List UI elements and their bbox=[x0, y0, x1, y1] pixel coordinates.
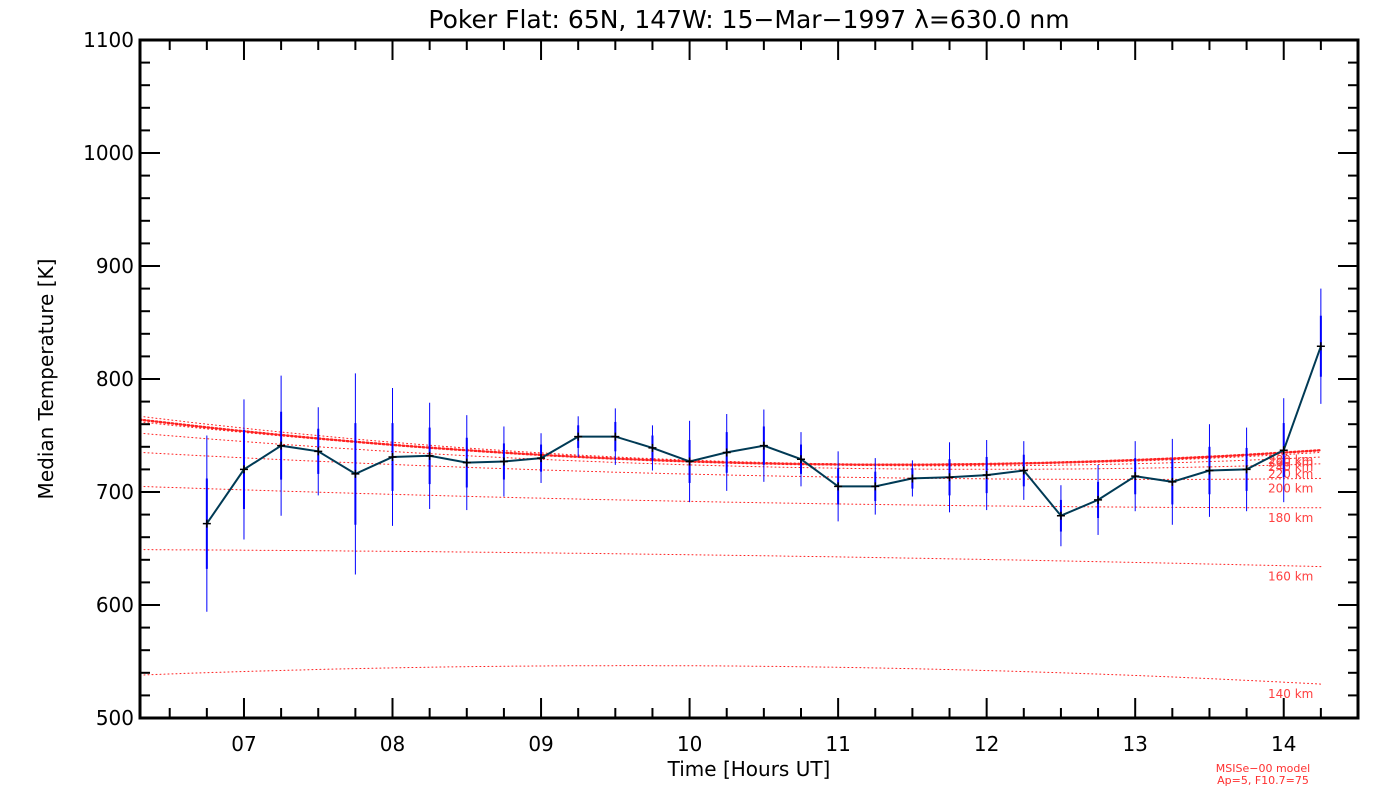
x-tick-label: 07 bbox=[231, 732, 256, 756]
data-point bbox=[722, 448, 731, 457]
y-tick-label: 1100 bbox=[83, 28, 134, 52]
data-point bbox=[871, 482, 880, 491]
labels: 07 08 09 10 11 12 13 14 500 600 700 800 900 1000 1100 bbox=[83, 28, 1296, 756]
temperature-series bbox=[202, 342, 1325, 528]
y-tick-label: 900 bbox=[96, 254, 134, 278]
data-point bbox=[499, 457, 508, 466]
model-curve-label: 220 km bbox=[1268, 467, 1313, 481]
model-params-note: Ap=5, F10.7=75 bbox=[1217, 774, 1309, 787]
model-curve bbox=[139, 485, 1322, 509]
data-point bbox=[982, 471, 991, 480]
x-tick-label: 11 bbox=[825, 732, 850, 756]
model-curve bbox=[139, 415, 1322, 465]
model-curve-label: 260 km bbox=[1268, 455, 1313, 469]
data-point bbox=[425, 451, 434, 460]
x-tick-label: 14 bbox=[1271, 732, 1296, 756]
data-point bbox=[574, 432, 583, 441]
model-curve bbox=[139, 432, 1322, 470]
y-tick-label: 600 bbox=[96, 593, 134, 617]
y-tick-label: 500 bbox=[96, 706, 134, 730]
plot-frame bbox=[138, 38, 1360, 720]
model-curve bbox=[139, 665, 1322, 685]
ticks bbox=[140, 39, 1359, 719]
data-point bbox=[537, 454, 546, 463]
x-tick-label: 08 bbox=[380, 732, 405, 756]
data-point bbox=[239, 465, 248, 474]
data-point bbox=[462, 458, 471, 467]
x-tick-label: 12 bbox=[974, 732, 999, 756]
model-curve bbox=[139, 451, 1322, 480]
data-point bbox=[1316, 342, 1325, 351]
data-point bbox=[796, 455, 805, 464]
model-note: MSISe−00 model bbox=[1216, 762, 1310, 775]
y-tick-label: 700 bbox=[96, 480, 134, 504]
x-tick-label: 13 bbox=[1122, 732, 1147, 756]
model-curve bbox=[138, 418, 1323, 466]
data-point bbox=[908, 474, 917, 483]
y-tick-label: 800 bbox=[96, 367, 134, 391]
x-tick-label: 09 bbox=[528, 732, 553, 756]
data-point bbox=[1056, 511, 1065, 520]
data-point bbox=[685, 457, 694, 466]
axes bbox=[138, 38, 1360, 720]
chart-title: Poker Flat: 65N, 147W: 15−Mar−1997 λ=630… bbox=[428, 5, 1069, 34]
data-point bbox=[1205, 466, 1214, 475]
data-point bbox=[314, 447, 323, 456]
model-curve-label: 240 km bbox=[1268, 460, 1313, 474]
data-point bbox=[759, 441, 768, 450]
model-curve bbox=[139, 549, 1322, 568]
data-point bbox=[1131, 472, 1140, 481]
data-point bbox=[1279, 446, 1288, 455]
data-point bbox=[277, 441, 286, 450]
model-curve-label: 140 km bbox=[1268, 687, 1313, 701]
model-curve-label: 280 km bbox=[1268, 453, 1313, 467]
data-point bbox=[1168, 477, 1177, 486]
data-point bbox=[388, 452, 397, 461]
data-point bbox=[1242, 465, 1251, 474]
data-point bbox=[351, 469, 360, 478]
data-point bbox=[611, 432, 620, 441]
data-point bbox=[1094, 495, 1103, 504]
error-bars bbox=[205, 288, 1322, 612]
data-point bbox=[1019, 466, 1028, 475]
data-point bbox=[945, 473, 954, 482]
model-curve-label: 200 km bbox=[1268, 481, 1313, 495]
data-point bbox=[648, 443, 657, 452]
data-point bbox=[834, 482, 843, 491]
model-curve-label: 160 km bbox=[1268, 570, 1313, 584]
y-tick-label: 1000 bbox=[83, 141, 134, 165]
data-point bbox=[202, 519, 211, 528]
model-curve-label: 180 km bbox=[1268, 511, 1313, 525]
y-axis-label: Median Temperature [K] bbox=[34, 259, 58, 500]
x-tick-label: 10 bbox=[677, 732, 702, 756]
x-axis-label: Time [Hours UT] bbox=[667, 757, 831, 781]
